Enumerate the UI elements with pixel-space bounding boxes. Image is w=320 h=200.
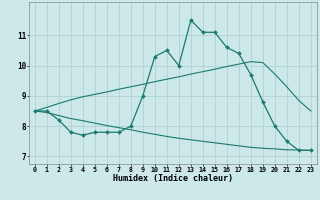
X-axis label: Humidex (Indice chaleur): Humidex (Indice chaleur) <box>113 174 233 183</box>
